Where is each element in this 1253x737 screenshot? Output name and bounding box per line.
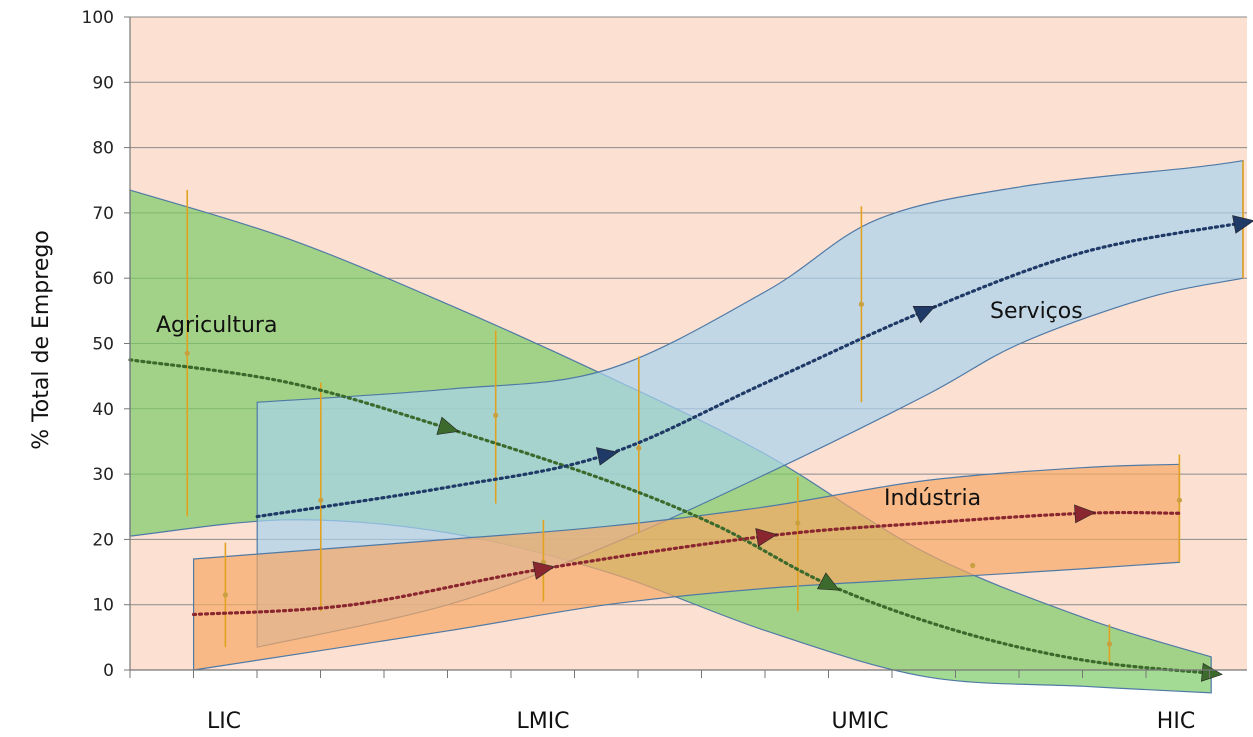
industry-point-3 xyxy=(1176,497,1182,503)
industry-label: Indústria xyxy=(884,486,981,511)
x-tick-label-HIC: HIC xyxy=(1157,709,1195,734)
services-label: Serviços xyxy=(990,299,1083,324)
x-tick-label-LIC: LIC xyxy=(207,709,241,734)
agriculture-point-3 xyxy=(636,445,642,451)
agriculture-point-2 xyxy=(493,412,499,418)
industry-point-0 xyxy=(222,592,228,598)
agriculture-arrowhead-0 xyxy=(436,416,460,435)
y-tick-label-100: 100 xyxy=(82,8,114,28)
services-arrowhead-0 xyxy=(595,447,619,466)
series-labels: Agricultura Serviços Indústria xyxy=(156,299,1083,511)
y-tick-label-20: 20 xyxy=(92,530,114,550)
agriculture-arrowhead-1 xyxy=(816,572,840,591)
y-tick-label-90: 90 xyxy=(92,73,114,93)
trend-lines xyxy=(128,215,1253,682)
industry-arrowhead-2 xyxy=(1074,504,1096,524)
services-arrowhead-1 xyxy=(912,306,936,324)
services-trend-line xyxy=(255,221,1245,519)
y-tick-label-10: 10 xyxy=(92,596,114,616)
x-tick-labels: LIC LMIC UMIC HIC xyxy=(207,709,1195,734)
y-tick-label-0: 0 xyxy=(103,661,114,681)
y-tick-label-60: 60 xyxy=(92,269,114,289)
industry-point-2 xyxy=(795,520,801,526)
y-tick-label-70: 70 xyxy=(92,204,114,224)
industry-arrowhead-1 xyxy=(755,528,778,547)
services-arrowhead-2 xyxy=(1232,215,1253,234)
y-tick-label-50: 50 xyxy=(92,335,114,355)
y-tick-labels: 0 10 20 30 40 50 60 70 80 90 100 xyxy=(82,8,114,681)
industry-band xyxy=(193,463,1180,671)
industry-trend-line xyxy=(192,510,1181,617)
agriculture-trend-line xyxy=(128,358,1213,675)
agriculture-arrowhead-2 xyxy=(1200,662,1223,682)
axes xyxy=(124,16,1247,678)
industry-point-4 xyxy=(1106,641,1113,647)
agriculture-point-1 xyxy=(318,497,324,503)
agriculture-point-4 xyxy=(970,562,976,569)
y-tick-label-30: 30 xyxy=(92,465,114,485)
x-tick-label-LMIC: LMIC xyxy=(516,709,569,734)
x-tick-label-UMIC: UMIC xyxy=(832,709,889,734)
agriculture-label: Agricultura xyxy=(156,313,277,338)
y-axis-label: % Total de Emprego xyxy=(29,230,54,450)
agriculture-point-0 xyxy=(184,350,190,356)
y-tick-label-40: 40 xyxy=(92,400,114,420)
y-tick-label-80: 80 xyxy=(92,139,114,159)
industry-arrowhead-0 xyxy=(532,561,555,580)
error-bars xyxy=(184,160,1246,664)
services-point-0 xyxy=(858,301,865,307)
